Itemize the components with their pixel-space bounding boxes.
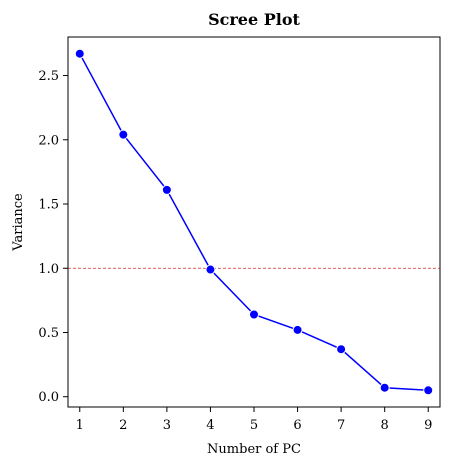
plot-area bbox=[67, 36, 441, 408]
x-tick-label: 6 bbox=[293, 418, 301, 433]
data-point bbox=[118, 129, 129, 140]
x-tick-label: 4 bbox=[206, 418, 214, 433]
data-point bbox=[423, 385, 434, 396]
y-tick-label: 1.5 bbox=[38, 198, 59, 213]
data-point bbox=[379, 382, 390, 393]
data-point bbox=[292, 324, 303, 335]
data-point bbox=[161, 184, 172, 195]
y-tick-label: 0.5 bbox=[38, 326, 59, 341]
x-tick-label: 9 bbox=[424, 418, 432, 433]
y-tick-label: 1.0 bbox=[38, 262, 59, 277]
x-tick-label: 1 bbox=[76, 418, 84, 433]
series-group bbox=[74, 48, 434, 396]
chart-title: Scree Plot bbox=[208, 10, 300, 29]
data-point bbox=[249, 309, 259, 320]
data-point bbox=[74, 48, 85, 59]
x-tick-label: 8 bbox=[381, 418, 389, 433]
data-point bbox=[336, 344, 347, 355]
series-line bbox=[79, 53, 429, 392]
y-axis-label: Variance bbox=[11, 193, 26, 252]
x-axis-label: Number of PC bbox=[207, 442, 301, 457]
axis-ticks: 1 2 3 4 5 6 7 8 9 0.0 0.5 1.0 1.5 2.0 2.5 bbox=[38, 69, 432, 433]
y-tick-label: 0.0 bbox=[38, 390, 59, 405]
x-tick-label: 2 bbox=[119, 418, 127, 433]
x-tick-label: 7 bbox=[337, 418, 345, 433]
x-tick-label: 5 bbox=[250, 418, 258, 433]
data-point bbox=[205, 264, 216, 275]
x-tick-label: 3 bbox=[163, 418, 171, 433]
y-tick-label: 2.0 bbox=[38, 133, 59, 148]
y-tick-label: 2.5 bbox=[38, 69, 59, 84]
